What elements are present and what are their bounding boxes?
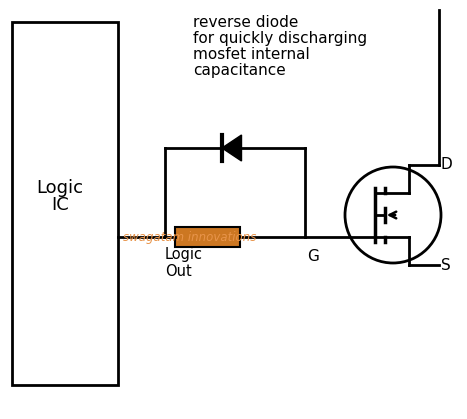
Text: Logic
Out: Logic Out [165, 247, 203, 279]
Polygon shape [222, 135, 241, 161]
Text: G: G [307, 249, 319, 264]
Text: D: D [441, 158, 453, 173]
Text: capacitance: capacitance [193, 63, 286, 78]
Text: reverse diode: reverse diode [193, 15, 298, 30]
Text: Logic: Logic [36, 179, 84, 197]
Bar [12, 22, 118, 385]
Text: swagatam innovations: swagatam innovations [123, 230, 256, 243]
Text: mosfet internal: mosfet internal [193, 47, 310, 62]
Text: IC: IC [51, 197, 69, 215]
Text: S: S [441, 258, 451, 272]
Bar [175, 227, 240, 247]
Text: for quickly discharging: for quickly discharging [193, 31, 367, 46]
